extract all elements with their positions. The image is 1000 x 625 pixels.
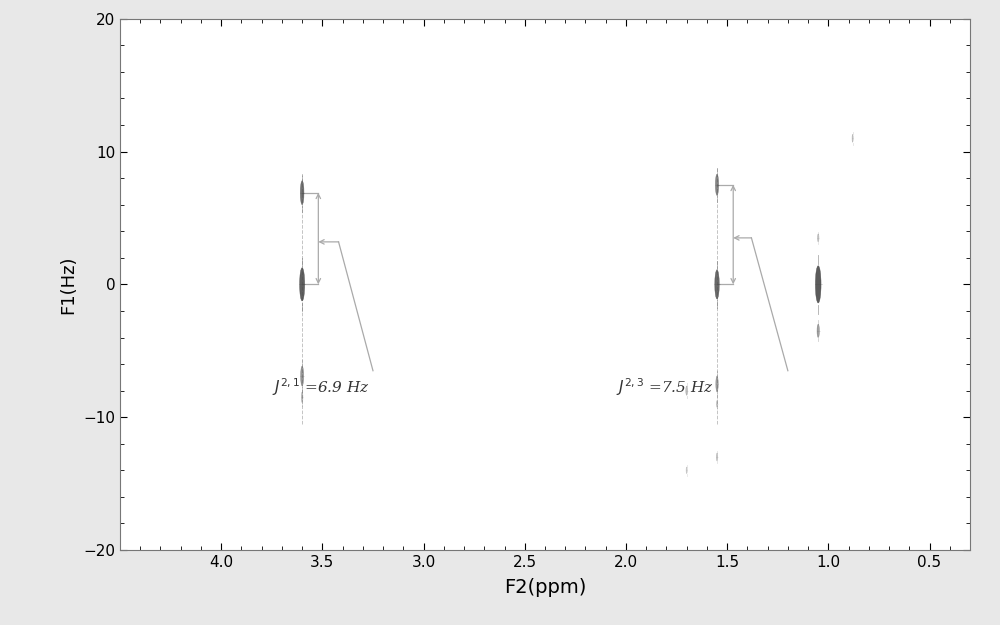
Y-axis label: F1(Hz): F1(Hz) xyxy=(60,255,78,314)
Ellipse shape xyxy=(715,270,719,299)
Ellipse shape xyxy=(716,453,718,461)
Ellipse shape xyxy=(817,234,819,242)
Ellipse shape xyxy=(300,268,305,301)
Ellipse shape xyxy=(815,266,821,303)
Text: $J^{2,1}$ =6.9 Hz: $J^{2,1}$ =6.9 Hz xyxy=(272,377,370,398)
Ellipse shape xyxy=(300,181,304,205)
Ellipse shape xyxy=(852,134,853,142)
Ellipse shape xyxy=(716,401,718,408)
Ellipse shape xyxy=(715,174,719,196)
Ellipse shape xyxy=(301,366,304,386)
Ellipse shape xyxy=(817,324,819,338)
Ellipse shape xyxy=(686,467,687,474)
Ellipse shape xyxy=(301,392,303,402)
Ellipse shape xyxy=(716,376,718,392)
Ellipse shape xyxy=(686,386,688,395)
X-axis label: F2(ppm): F2(ppm) xyxy=(504,578,586,598)
Text: $J^{2,3}$ =7.5 Hz: $J^{2,3}$ =7.5 Hz xyxy=(616,377,714,398)
